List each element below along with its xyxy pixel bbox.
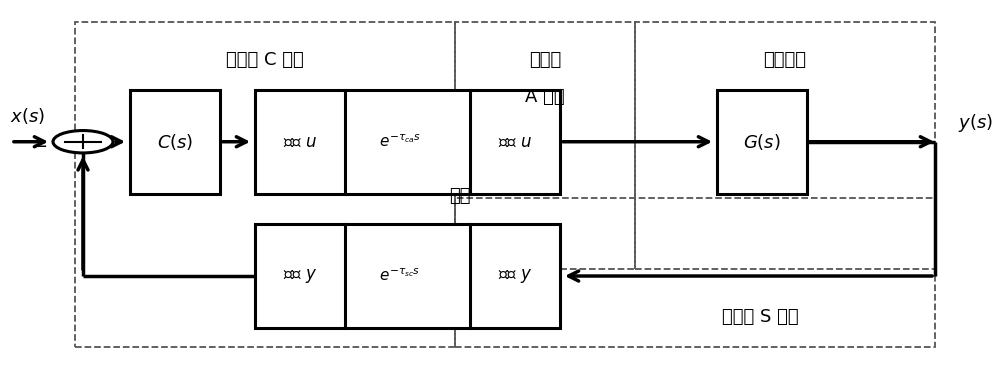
Text: $C(s)$: $C(s)$ [157, 132, 193, 152]
Text: −: − [32, 138, 47, 156]
Bar [255, 90, 560, 194]
Text: 接收 $u$: 接收 $u$ [498, 133, 532, 151]
Text: $G(s)$: $G(s)$ [743, 132, 781, 152]
Bar [75, 22, 455, 347]
Text: A 节点: A 节点 [525, 88, 565, 106]
Bar [635, 22, 935, 269]
Bar [717, 90, 807, 194]
Text: $e^{-\tau_{sc}s}$: $e^{-\tau_{sc}s}$ [379, 268, 421, 284]
Bar [455, 198, 935, 347]
Text: $e^{-\tau_{ca}s}$: $e^{-\tau_{ca}s}$ [379, 134, 421, 150]
Text: $x(s)$: $x(s)$ [10, 106, 45, 126]
Text: 接收 $y$: 接收 $y$ [283, 267, 317, 285]
Text: 执行器: 执行器 [529, 51, 561, 69]
Circle shape [53, 131, 113, 153]
Text: 发送 $y$: 发送 $y$ [498, 267, 532, 285]
Bar [455, 22, 635, 269]
Text: 被控对象: 被控对象 [764, 51, 806, 69]
Bar [255, 224, 560, 328]
Bar [130, 90, 220, 194]
Text: $y(s)$: $y(s)$ [958, 112, 993, 134]
Text: 发送 $u$: 发送 $u$ [283, 133, 317, 151]
Text: 网络: 网络 [449, 187, 471, 205]
Text: 传感器 S 节点: 传感器 S 节点 [722, 308, 798, 326]
Text: 控制器 C 节点: 控制器 C 节点 [226, 51, 304, 69]
